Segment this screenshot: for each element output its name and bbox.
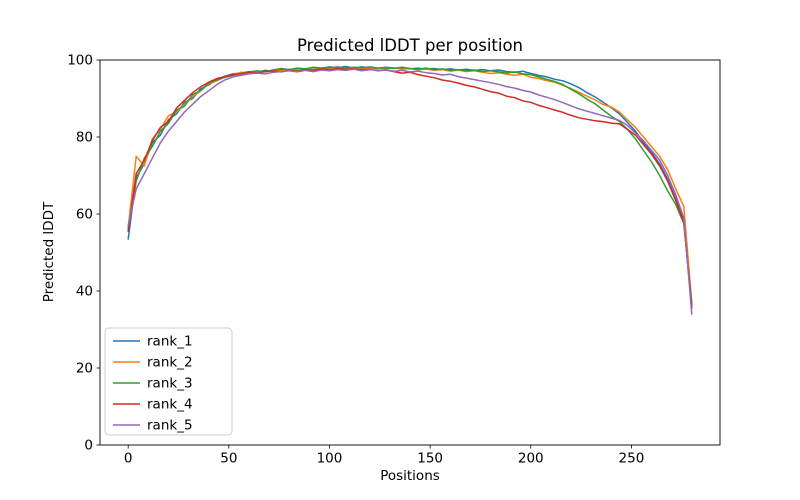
x-tick-label: 50 (220, 451, 237, 467)
y-tick-label: 80 (76, 130, 93, 146)
legend-label-rank_5: rank_5 (147, 418, 193, 434)
legend-label-rank_3: rank_3 (147, 376, 193, 392)
legend-box (104, 327, 233, 436)
y-tick-label: 100 (67, 53, 93, 69)
chart-title: Predicted lDDT per position (296, 36, 524, 55)
x-tick-label: 150 (417, 451, 443, 467)
x-tick-label: 0 (124, 451, 133, 467)
legend-label-rank_4: rank_4 (147, 397, 193, 413)
x-tick-label: 200 (518, 451, 544, 467)
y-axis-label: Predicted lDDT (41, 201, 57, 303)
x-tick-label: 250 (619, 451, 645, 467)
x-axis-label: Positions (380, 468, 440, 484)
legend-label-rank_1: rank_1 (147, 334, 193, 350)
y-tick-label: 20 (76, 361, 93, 377)
series-line-rank_3 (127, 66, 693, 306)
legend-label-rank_2: rank_2 (147, 355, 193, 371)
plot-border (99, 59, 721, 446)
y-tick-label: 60 (76, 207, 93, 223)
y-tick-label: 40 (76, 284, 93, 300)
x-tick-label: 100 (317, 451, 343, 467)
series-line-rank_2 (127, 66, 693, 304)
series-line-rank_1 (127, 65, 693, 308)
series-line-rank_5 (127, 68, 693, 315)
y-tick-label: 0 (84, 438, 93, 454)
